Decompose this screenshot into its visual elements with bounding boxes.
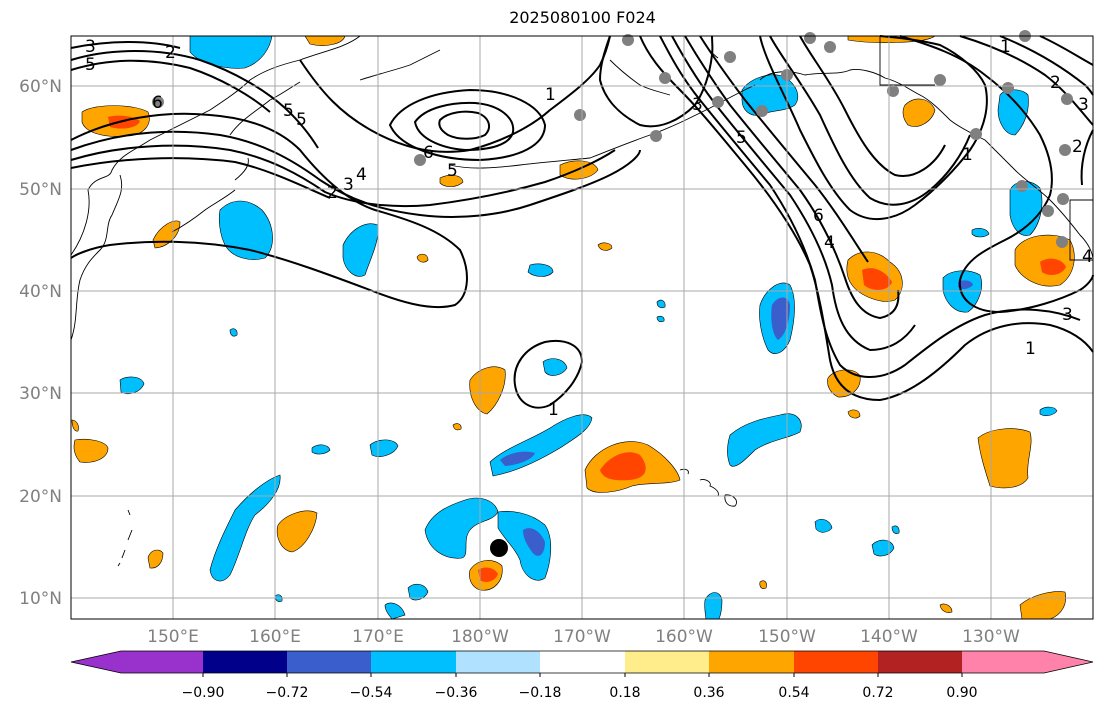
colorbar-tick-label: 0.72 [862, 685, 893, 701]
map-title: 2025080100 F024 [509, 8, 656, 27]
colorbar-cell [371, 651, 456, 673]
contour-label: 3 [343, 175, 354, 195]
contour-label: 5 [283, 101, 294, 121]
contour-label: 1 [1025, 339, 1036, 359]
lon-label: 160°E [249, 627, 301, 647]
colorbar-cell [709, 651, 794, 673]
contour-label: 1 [1000, 37, 1011, 57]
contour-label: 3 [85, 37, 96, 57]
lat-label: 50°N [19, 180, 62, 200]
lon-label: 130°W [962, 627, 1020, 647]
colorbar-cell [287, 651, 371, 673]
contour-label: 1 [545, 85, 556, 105]
contour-label: 6 [813, 206, 824, 226]
colorbar-tick-label: −0.90 [182, 685, 225, 701]
colorbar-tick-label: 0.54 [778, 685, 809, 701]
lat-label: 10°N [19, 589, 62, 609]
contour-label: 1 [548, 400, 559, 420]
colorbar-tick-label: 0.90 [946, 685, 977, 701]
latitude-labels: 60°N 50°N 40°N 30°N 20°N 10°N [19, 77, 62, 609]
colorbar-cell [203, 651, 287, 673]
lat-label: 60°N [19, 77, 62, 97]
colorbar-cell [794, 651, 878, 673]
contour-label: 6 [152, 93, 163, 113]
contour-label: 5 [296, 110, 307, 130]
colorbar-extend-high [962, 651, 1093, 673]
contour-label: 2 [165, 43, 176, 63]
lon-label: 160°W [655, 627, 713, 647]
lat-label: 20°N [19, 487, 62, 507]
colorbar-tick-label: −0.72 [266, 685, 309, 701]
contour-label: 6 [423, 143, 434, 163]
colorbar-cell [456, 651, 540, 673]
colorbar-cell [625, 651, 709, 673]
negative-anomaly-fills [119, 35, 1058, 620]
station-markers [152, 30, 1073, 248]
positive-anomaly-fills [71, 35, 1075, 620]
contour-label: 3 [1062, 305, 1073, 325]
lon-label: 150°W [758, 627, 816, 647]
contour-label: 4 [824, 233, 835, 253]
contour-label: 5 [85, 55, 96, 75]
colorbar: −0.90 −0.72 −0.54 −0.36 −0.18 0.18 0.36 … [70, 650, 1094, 701]
lon-label: 180°W [451, 627, 509, 647]
colorbar-tick-label: −0.54 [350, 685, 393, 701]
longitude-labels: 150°E 160°E 170°E 180°W 170°W 160°W 150°… [147, 627, 1020, 647]
lat-label: 30°N [19, 384, 62, 404]
colorbar-cells [70, 650, 1094, 677]
colorbar-tick-label: 0.18 [609, 685, 640, 701]
contour-label: 5 [447, 161, 458, 181]
lon-label: 150°E [147, 627, 199, 647]
contour-label: 4 [356, 165, 367, 185]
colorbar-extend-low [71, 651, 203, 673]
colorbar-tick-labels: −0.90 −0.72 −0.54 −0.36 −0.18 0.18 0.36 … [182, 685, 978, 701]
contour-label: 1 [962, 145, 973, 165]
contour-lines [70, 35, 1094, 409]
contour-label: 3 [1078, 95, 1089, 115]
contour-label: 3 [692, 95, 703, 115]
contour-label: 5 [736, 128, 747, 148]
colorbar-tick-label: −0.36 [435, 685, 478, 701]
lat-lon-grid [71, 36, 1093, 619]
colorbar-cell [878, 651, 962, 673]
lon-label: 170°E [352, 627, 404, 647]
colorbar-cell [540, 651, 625, 673]
lon-label: 170°W [553, 627, 611, 647]
lat-label: 40°N [19, 282, 62, 302]
contour-label: 2 [1050, 73, 1061, 93]
colorbar-outline [70, 650, 1094, 674]
contour-label: 2 [327, 183, 338, 203]
storm-center-marker [490, 539, 508, 557]
colorbar-tick-label: 0.36 [693, 685, 724, 701]
map-panel: 3 2 5 6 5 5 4 3 2 6 5 1 1 3 5 6 4 1 2 3 … [70, 30, 1094, 620]
contour-labels: 3 2 5 6 5 5 4 3 2 6 5 1 1 3 5 6 4 1 2 3 … [85, 37, 1093, 420]
contour-label: 2 [1072, 137, 1083, 157]
lon-label: 140°W [860, 627, 918, 647]
colorbar-tick-label: −0.18 [519, 685, 562, 701]
contour-label: 4 [1082, 247, 1093, 267]
